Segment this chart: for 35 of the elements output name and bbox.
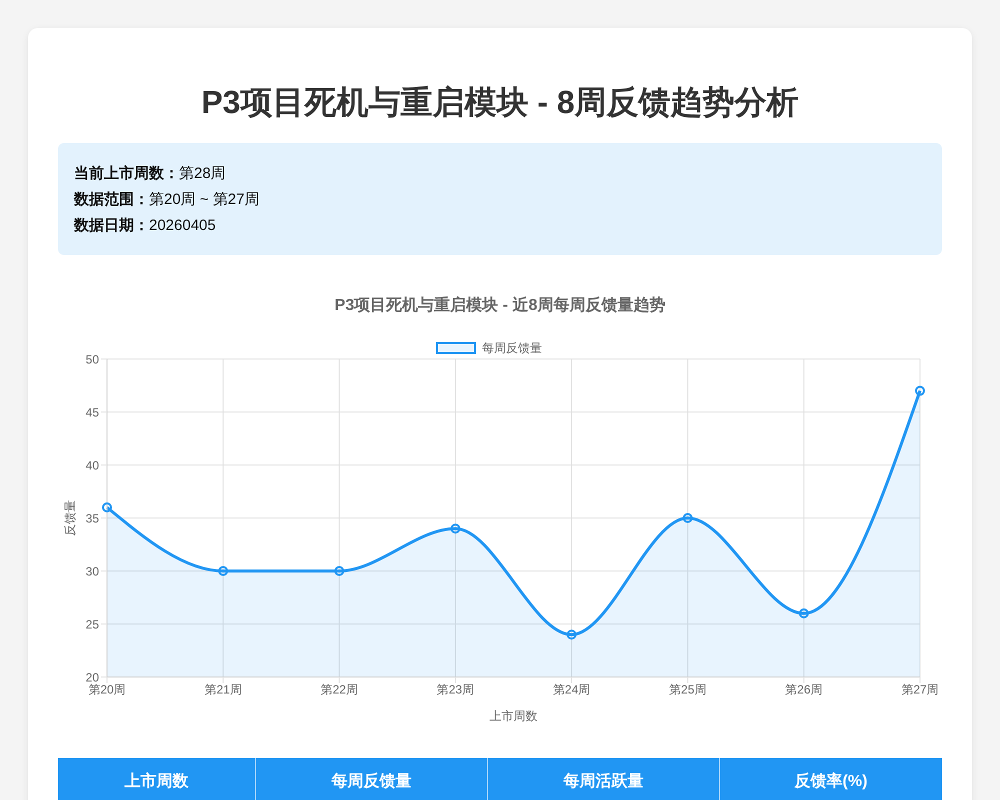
point [218,566,228,576]
x-axis-title: 上市周数 [490,709,538,723]
text: 当前上市周数：第28周 [74,165,226,182]
y-axis-title: 反馈量 [63,500,77,536]
y-tick-label: 35 [86,511,100,526]
y-tick-label: 20 [86,670,100,684]
text: 每周活跃量 [564,773,644,790]
y-tick-label: 40 [86,458,100,472]
point [566,630,577,640]
x-tick-label: 第27周 [901,682,939,697]
x-tick-label: 第26周 [785,682,823,697]
x-tick-label: 第21周 [204,682,242,697]
x-tick-label: 第25周 [669,682,706,697]
point [682,513,693,523]
y-tick-label: 45 [86,405,100,420]
x-tick-label: 第20周 [88,682,126,697]
y-tick-label: 50 [86,352,100,366]
text: 数据日期：20260405 [74,217,216,234]
y-tick-label: 25 [86,617,100,632]
chart-title: P3项目死机与重启模块 - 8周反馈趋势分析 [201,84,799,120]
point [102,502,112,512]
legend-label: 每周反馈量 [482,340,542,354]
point [450,524,460,534]
text: 每周反馈量 [332,773,412,790]
x-tick-label: 第22周 [320,682,358,697]
y-tick-label: 30 [86,564,100,578]
x-tick-label: 第24周 [552,682,590,697]
point [915,386,925,396]
text: 上市周数 [124,773,188,790]
text: 数据范围：第20周 ~ 第27周 [74,191,260,208]
point [334,566,344,576]
x-tick-label: 第23周 [436,682,474,697]
text: 反馈率(%) [794,773,868,790]
point [798,608,809,618]
chart-subtitle: P3项目死机与重启模块 - 近8周每周反馈量趋势 [334,297,666,314]
